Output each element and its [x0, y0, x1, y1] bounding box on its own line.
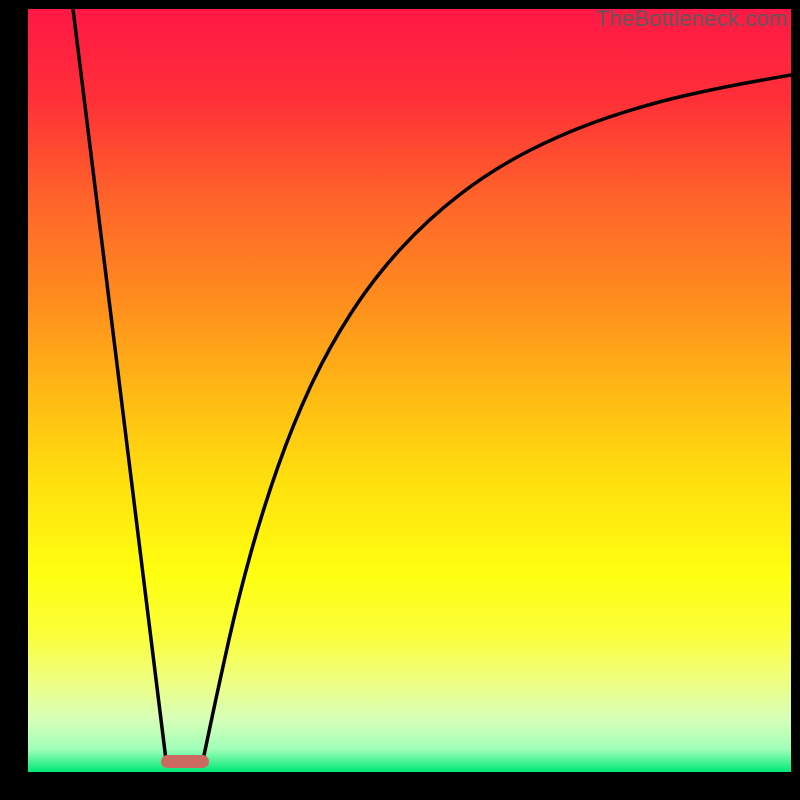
- bottleneck-marker: [161, 755, 209, 768]
- plot-area: [28, 9, 791, 772]
- watermark-text: TheBottleneck.com: [596, 6, 788, 32]
- chart-frame: [0, 0, 800, 800]
- bottleneck-curve: [28, 9, 791, 772]
